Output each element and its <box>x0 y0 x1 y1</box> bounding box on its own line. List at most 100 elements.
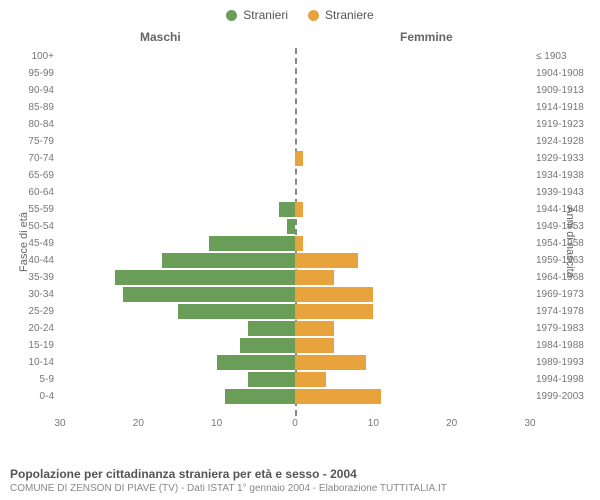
row-5-9: 5-91994-1998 <box>60 371 530 388</box>
row-25-29: 25-291974-1978 <box>60 303 530 320</box>
birth-label: 1929-1933 <box>530 154 592 164</box>
xtick: 10 <box>211 418 222 429</box>
birth-label: 1974-1978 <box>530 307 592 317</box>
bar-female <box>295 304 373 319</box>
birth-label: 1979-1983 <box>530 324 592 334</box>
row-100+: 100+≤ 1903 <box>60 48 530 65</box>
birth-label: 1949-1953 <box>530 222 592 232</box>
bar-female <box>295 355 366 370</box>
chart: Maschi Femmine Fasce di età Anni di nasc… <box>0 26 600 446</box>
bar-male <box>115 270 295 285</box>
birth-label: 1964-1968 <box>530 273 592 283</box>
age-label: 30-34 <box>10 290 60 300</box>
row-30-34: 30-341969-1973 <box>60 286 530 303</box>
xtick: 10 <box>368 418 379 429</box>
bar-female <box>295 151 303 166</box>
bar-male <box>225 389 296 404</box>
bar-male <box>217 355 295 370</box>
birth-label: 1959-1963 <box>530 256 592 266</box>
age-label: 35-39 <box>10 273 60 283</box>
bar-female <box>295 236 303 251</box>
birth-label: 1989-1993 <box>530 358 592 368</box>
age-label: 75-79 <box>10 137 60 147</box>
age-label: 60-64 <box>10 188 60 198</box>
legend: Stranieri Straniere <box>0 0 600 26</box>
age-label: 15-19 <box>10 341 60 351</box>
age-label: 70-74 <box>10 154 60 164</box>
xtick: 20 <box>133 418 144 429</box>
row-95-99: 95-991904-1908 <box>60 65 530 82</box>
bar-male <box>123 287 295 302</box>
age-label: 100+ <box>10 52 60 62</box>
age-label: 95-99 <box>10 69 60 79</box>
plot-area: 100+≤ 190395-991904-190890-941909-191385… <box>60 48 530 416</box>
bar-male <box>178 304 296 319</box>
age-label: 45-49 <box>10 239 60 249</box>
x-axis: 3020100102030 <box>60 418 530 436</box>
swatch-female <box>308 10 319 21</box>
legend-label-male: Stranieri <box>243 8 288 22</box>
row-70-74: 70-741929-1933 <box>60 150 530 167</box>
age-label: 80-84 <box>10 120 60 130</box>
birth-label: 1919-1923 <box>530 120 592 130</box>
row-20-24: 20-241979-1983 <box>60 320 530 337</box>
row-80-84: 80-841919-1923 <box>60 116 530 133</box>
birth-label: 1909-1913 <box>530 86 592 96</box>
bar-female <box>295 389 381 404</box>
age-label: 25-29 <box>10 307 60 317</box>
footer: Popolazione per cittadinanza straniera p… <box>10 467 590 494</box>
bar-female <box>295 338 334 353</box>
age-label: 55-59 <box>10 205 60 215</box>
row-40-44: 40-441959-1963 <box>60 252 530 269</box>
row-50-54: 50-541949-1953 <box>60 218 530 235</box>
row-10-14: 10-141989-1993 <box>60 354 530 371</box>
birth-label: 1904-1908 <box>530 69 592 79</box>
swatch-male <box>226 10 237 21</box>
age-label: 20-24 <box>10 324 60 334</box>
row-85-89: 85-891914-1918 <box>60 99 530 116</box>
column-label-female: Femmine <box>400 30 453 44</box>
birth-label: 1934-1938 <box>530 171 592 181</box>
chart-source: COMUNE DI ZENSON DI PIAVE (TV) - Dati IS… <box>10 483 590 494</box>
row-35-39: 35-391964-1968 <box>60 269 530 286</box>
birth-label: 1954-1958 <box>530 239 592 249</box>
bar-female <box>295 253 358 268</box>
legend-label-female: Straniere <box>325 8 374 22</box>
bar-male <box>279 202 295 217</box>
chart-title: Popolazione per cittadinanza straniera p… <box>10 467 590 481</box>
row-0-4: 0-41999-2003 <box>60 388 530 405</box>
age-label: 0-4 <box>10 392 60 402</box>
column-label-male: Maschi <box>140 30 181 44</box>
xtick: 0 <box>292 418 298 429</box>
row-15-19: 15-191984-1988 <box>60 337 530 354</box>
birth-label: 1914-1918 <box>530 103 592 113</box>
row-45-49: 45-491954-1958 <box>60 235 530 252</box>
bar-male <box>240 338 295 353</box>
bar-female <box>295 321 334 336</box>
age-label: 40-44 <box>10 256 60 266</box>
age-label: 65-69 <box>10 171 60 181</box>
bar-male <box>248 321 295 336</box>
legend-item-female: Straniere <box>308 8 374 22</box>
age-label: 85-89 <box>10 103 60 113</box>
age-label: 5-9 <box>10 375 60 385</box>
bar-male <box>248 372 295 387</box>
row-55-59: 55-591944-1948 <box>60 201 530 218</box>
birth-label: 1969-1973 <box>530 290 592 300</box>
row-75-79: 75-791924-1928 <box>60 133 530 150</box>
xtick: 30 <box>524 418 535 429</box>
row-90-94: 90-941909-1913 <box>60 82 530 99</box>
birth-label: 1944-1948 <box>530 205 592 215</box>
bar-female <box>295 270 334 285</box>
row-60-64: 60-641939-1943 <box>60 184 530 201</box>
birth-label: 1924-1928 <box>530 137 592 147</box>
bar-male <box>287 219 295 234</box>
legend-item-male: Stranieri <box>226 8 288 22</box>
bar-male <box>209 236 295 251</box>
xtick: 30 <box>54 418 65 429</box>
birth-label: 1984-1988 <box>530 341 592 351</box>
row-65-69: 65-691934-1938 <box>60 167 530 184</box>
birth-label: 1939-1943 <box>530 188 592 198</box>
bar-female <box>295 372 326 387</box>
bar-male <box>162 253 295 268</box>
